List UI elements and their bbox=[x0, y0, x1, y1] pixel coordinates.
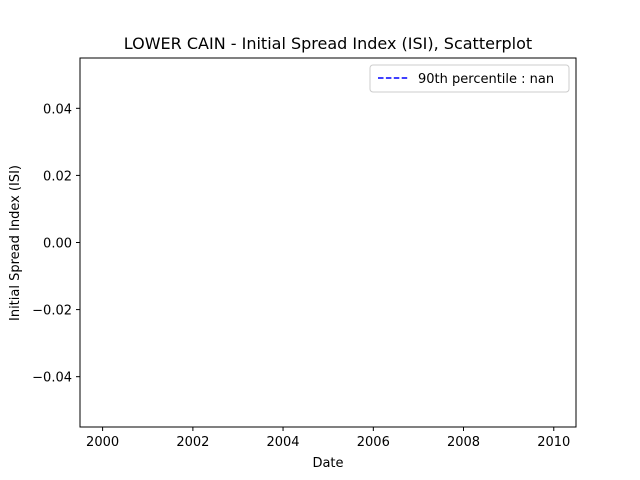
y-axis-label: Initial Spread Index (ISI) bbox=[8, 165, 23, 321]
y-tick-label: 0.00 bbox=[43, 237, 72, 252]
y-tick-label: 0.04 bbox=[43, 102, 72, 117]
legend: 90th percentile : nan bbox=[369, 64, 570, 93]
x-tick-label: 2002 bbox=[176, 435, 209, 450]
legend-label-90th-percentile: 90th percentile : nan bbox=[418, 72, 554, 87]
plot-area bbox=[79, 57, 577, 428]
y-tick-label: −0.04 bbox=[32, 371, 72, 386]
x-tick-label: 2008 bbox=[447, 435, 480, 450]
plot-background bbox=[80, 58, 576, 427]
x-axis-label: Date bbox=[312, 456, 343, 471]
x-tick-label: 2006 bbox=[357, 435, 390, 450]
legend-box bbox=[369, 64, 570, 93]
y-tick-label: −0.02 bbox=[32, 304, 72, 319]
x-tick-label: 2010 bbox=[537, 435, 570, 450]
y-axis: 0.04 0.02 0.00 −0.02 −0.04 bbox=[32, 102, 80, 386]
chart-title: LOWER CAIN - Initial Spread Index (ISI),… bbox=[124, 34, 532, 53]
y-tick-label: 0.02 bbox=[43, 169, 72, 184]
x-tick-label: 2000 bbox=[86, 435, 119, 450]
x-tick-label: 2004 bbox=[266, 435, 299, 450]
x-axis: 2000 2002 2004 2006 2008 2010 bbox=[86, 427, 570, 450]
